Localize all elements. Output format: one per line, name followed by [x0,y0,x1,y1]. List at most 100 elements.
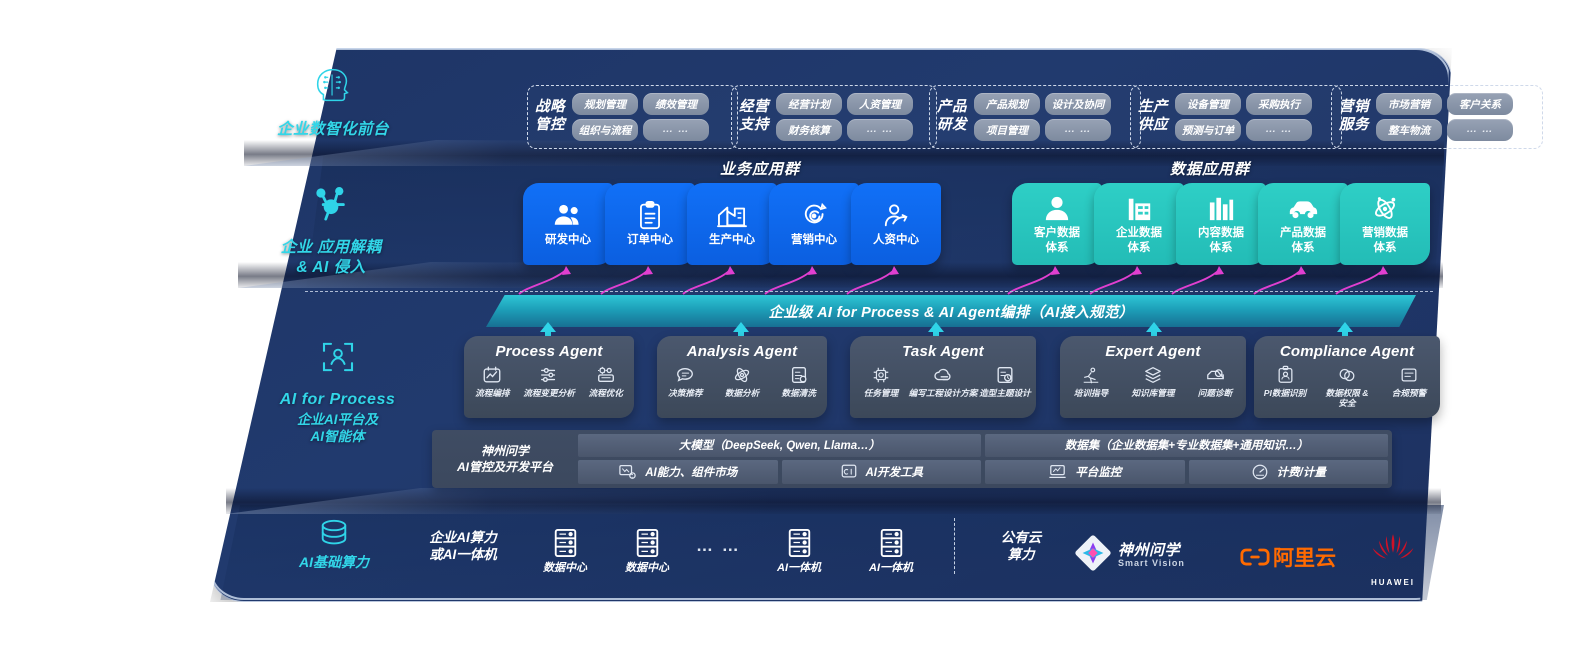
infra-node-allinone-1[interactable]: AI一体机 [760,524,838,576]
app-card-rnd-center[interactable]: 研发中心 [523,183,613,265]
domain-chip[interactable]: 绩效管理 [643,93,709,115]
agent-capability[interactable]: 造型主题设计 [974,364,1036,398]
monitor-icon [1048,463,1067,480]
app-card-hr-center[interactable]: 人资中心 [851,183,941,265]
business-apps-title: 业务应用群 [719,161,800,178]
capability-label: PI数据识别 [1263,388,1307,398]
domain-chip-more[interactable]: … … [1447,119,1513,141]
app-card-production-center[interactable]: 生产中心 [687,183,777,265]
domain-group-production[interactable]: 生产 供应 设备管理 采购执行 预测与订单 … … [1130,85,1342,149]
agent-capability[interactable]: 数据权限 & 安全 [1316,364,1378,408]
capability-label: 任务管理 [863,388,899,398]
agent-capability[interactable]: PI数据识别 [1254,364,1316,408]
platform-ai-market[interactable]: AI能力、组件市场 [578,459,778,484]
infra-node-datacenter-1[interactable]: 数据中心 [526,524,604,576]
domain-chip[interactable]: 设备管理 [1175,93,1241,115]
agent-capability[interactable]: 知识库管理 [1122,364,1184,398]
domain-chip[interactable]: 人资管理 [847,93,913,115]
domain-name: 经营 支持 [739,99,769,133]
agent-capability[interactable]: 流程变更分析 [521,364,578,398]
infra-private-heading: 企业AI算力 或AI一体机 [408,530,518,564]
app-card-order-center[interactable]: 订单中心 [605,183,695,265]
domain-chip-more[interactable]: … … [1045,119,1111,141]
domain-group-rnd[interactable]: 产品 研发 产品规划 设计及协同 项目管理 … … [929,85,1141,149]
domain-group-marketing[interactable]: 营销 服务 市场营销 客户关系 整车物流 … … [1331,85,1543,149]
agent-card-analysis[interactable]: Analysis Agent 决策推荐 [657,336,827,418]
app-card-enterprise-data[interactable]: 企业数据 体系 [1094,183,1184,265]
infra-public-heading-text: 公有云 算力 [1000,530,1042,562]
domain-chip[interactable]: 项目管理 [974,119,1040,141]
permission-shield-icon [1337,364,1357,386]
infra-node-allinone-2[interactable]: AI一体机 [852,524,930,576]
app-card-content-data[interactable]: 内容数据 体系 [1176,183,1266,265]
logo-aliyun[interactable]: 阿里云 [1240,542,1336,572]
person-scan-icon [250,336,425,384]
domain-chip[interactable]: 经营计划 [776,93,842,115]
domain-chip[interactable]: 产品规划 [974,93,1040,115]
logo-shenzhou-wenxue[interactable]: 神州问学 Smart Vision [1074,534,1185,577]
car-icon [1287,193,1319,223]
agent-capability[interactable]: 流程优化 [577,364,634,398]
domain-chip[interactable]: 规划管理 [572,93,638,115]
agent-capability[interactable]: 数据清洗 [770,364,827,398]
platform-billing[interactable]: 计费/计量 [1188,459,1388,484]
domain-chip[interactable]: 设计及协同 [1045,93,1111,115]
settings-sliders-icon [539,364,559,386]
domain-chip[interactable]: 客户关系 [1447,93,1513,115]
agent-capability[interactable]: 培训指导 [1060,364,1122,398]
domain-group-operations[interactable]: 经营 支持 经营计划 人资管理 财务核算 … … [731,85,937,149]
agent-capability[interactable]: 编写工程设计方案 [909,364,977,398]
agent-capability[interactable]: 合规预警 [1378,364,1440,408]
cloud-write-icon [932,364,954,386]
server-rack-icon [878,524,905,558]
logo-huawei[interactable]: HUAWEI [1368,532,1418,587]
clipboard-list-icon [638,200,662,230]
app-card-customer-data[interactable]: 客户数据 体系 [1012,183,1102,265]
agent-card-task[interactable]: Task Agent 任务管理 [850,336,1036,418]
agent-card-expert[interactable]: Expert Agent 培训指导 知识库管理 [1060,336,1246,418]
domain-chip[interactable]: 整车物流 [1376,119,1442,141]
platform-llm-row[interactable]: 大模型（DeepSeek, Qwen, Llama…） [578,434,981,457]
logo-name-cn: 神州问学 [1118,541,1181,559]
agent-capability[interactable]: 决策推荐 [657,364,714,398]
domain-chip-more[interactable]: … … [643,119,709,141]
agent-capability[interactable]: 流程编排 [464,364,521,398]
rail-label: 企业数智化前台 [276,121,389,139]
domain-chip-more[interactable]: … … [847,119,913,141]
domain-chip[interactable]: 财务核算 [776,119,842,141]
agent-capability[interactable]: 数据分析 [714,364,771,398]
pi-data-id-icon [1276,364,1295,386]
agent-capability[interactable]: 任务管理 [850,364,912,398]
infra-node-label: 数据中心 [625,562,669,574]
platform-cell-label: 计费/计量 [1276,466,1326,479]
app-card-product-data[interactable]: 产品数据 体系 [1258,183,1348,265]
domain-chip[interactable]: 采购执行 [1246,93,1312,115]
brain-head-icon [240,62,426,114]
person-growth-icon [882,200,911,230]
agent-title: Compliance Agent [1279,343,1415,360]
app-card-marketing-center[interactable]: 营销中心 [769,183,859,265]
agent-capability[interactable]: 问题诊断 [1184,364,1246,398]
platform-monitoring[interactable]: 平台监控 [985,459,1185,484]
app-card-marketing-data[interactable]: 营销数据 体系 [1340,183,1430,265]
domain-group-strategy[interactable]: 战略 管控 规划管理 绩效管理 组织与流程 … … [527,85,738,149]
target-spiral-icon [800,200,828,230]
platform-ai-devtool[interactable]: AI开发工具 [781,459,981,484]
domain-chip[interactable]: 组织与流程 [572,119,638,141]
infra-node-datacenter-2[interactable]: 数据中心 [608,524,686,576]
shenzhou-diamond-icon [1074,534,1112,577]
capability-label: 编写工程设计方案 [908,388,978,398]
atom-analysis-icon [732,364,752,386]
domain-chip[interactable]: 预测与订单 [1175,119,1241,141]
agent-card-compliance[interactable]: Compliance Agent PI数据识别 [1254,336,1440,418]
task-network-icon [871,364,891,386]
domain-chip[interactable]: 市场营销 [1376,93,1442,115]
platform-dataset-row[interactable]: 数据集（企业数据集+专业数据集+通用知识…） [985,434,1388,457]
agent-card-process[interactable]: Process Agent 流程编排 [464,336,634,418]
server-rack-icon [552,524,579,558]
ai-platform-strip: 神州问学 AI管控及开发平台 大模型（DeepSeek, Qwen, Llama… [432,430,1392,488]
platform-cell-label: AI开发工具 [865,466,924,479]
ai-layer-divider [305,291,1433,292]
domain-chip-more[interactable]: … … [1246,119,1312,141]
capability-label: 数据分析 [724,388,760,398]
